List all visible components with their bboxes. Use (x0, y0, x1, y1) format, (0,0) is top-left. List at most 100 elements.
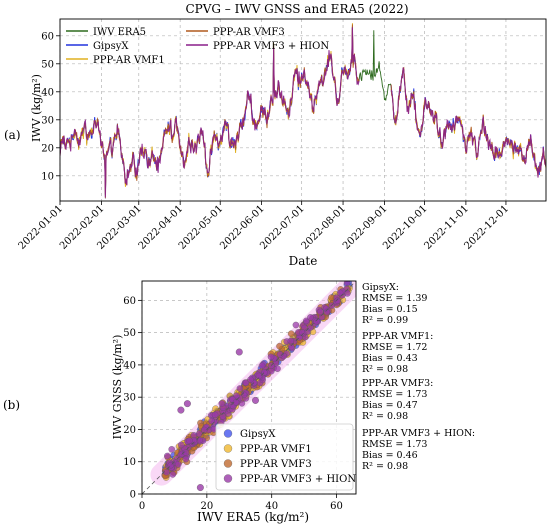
chart-a-plot-area (60, 19, 546, 201)
chart-b-point (174, 461, 182, 468)
stats-rmse: RMSE = 1.39 (362, 293, 427, 304)
chart-b-point (182, 449, 190, 456)
chart-b-scatter-plot: 0 10 20 30 40 50 60 0 20 40 60 GipsyX PPP-AR VMF1 PPP… (123, 280, 357, 512)
chart-b-point (186, 437, 193, 444)
stats-r2: R² = 0.99 (362, 315, 408, 326)
chart-b-point (163, 468, 170, 476)
panel-a-label: (a) (4, 128, 21, 142)
chart-b-outlier-point (183, 400, 191, 408)
chart-b-point (182, 455, 189, 463)
chart-b-point (323, 308, 331, 316)
chart-b-point (287, 337, 295, 345)
chart-b-y-tick-label: 20 (123, 425, 136, 436)
panel-b-label: (b) (3, 398, 20, 412)
chart-b-point (219, 413, 227, 420)
chart-b-legend-label: PPP-AR VMF1 (240, 444, 312, 455)
chart-b-point (336, 289, 344, 297)
chart-b-point (307, 324, 314, 331)
chart-a-y-tick-label: 10 (41, 171, 54, 182)
chart-b-point (255, 372, 263, 380)
chart-b-point (288, 343, 295, 351)
chart-b-points (142, 281, 356, 494)
chart-b-legend-label: PPP-AR VMF3 + HION (240, 474, 356, 485)
chart-b-point (313, 318, 320, 325)
chart-a-y-tick-label: 20 (41, 143, 54, 154)
chart-b-point (258, 362, 266, 369)
chart-a-series-group (60, 23, 546, 199)
chart-b-point (169, 471, 177, 478)
chart-b-point (317, 308, 324, 316)
chart-b-x-tick-label: 20 (200, 501, 213, 512)
chart-b-y-tick-label: 0 (130, 490, 136, 501)
chart-a-legend-label: PPP-AR VMF3 + HION (213, 41, 329, 52)
stats-series-name: PPP-AR VMF3 + HION: (362, 428, 475, 439)
chart-b-point (218, 400, 226, 407)
chart-b-y-tick-label: 40 (123, 360, 136, 371)
chart-a-legend-label: IWV ERA5 (93, 27, 146, 38)
chart-a-y-tick-label: 40 (41, 87, 54, 98)
chart-b-point (164, 452, 171, 460)
stats-series-name: PPP-AR VMF3: (362, 378, 433, 389)
chart-b-one-to-one-line (142, 281, 356, 494)
stats-series-name: PPP-AR VMF1: (362, 331, 433, 342)
chart-b-point (345, 281, 349, 282)
stats-bias: Bias = 0.47 (362, 400, 418, 411)
stats-bias: Bias = 0.46 (362, 450, 418, 461)
chart-a-y-tick-label: 30 (41, 115, 54, 126)
chart-b-point (236, 385, 244, 392)
chart-b-frame (141, 280, 357, 495)
chart-b-point (242, 379, 250, 387)
chart-b-point (276, 342, 283, 350)
stats-rmse: RMSE = 1.73 (362, 439, 427, 450)
chart-a-line-plot: 1020304050602022-01-012022-02-012022-03-… (17, 18, 547, 252)
chart-b-x-tick-label: 0 (139, 501, 145, 512)
chart-b-point (307, 314, 314, 321)
chart-b-x-tick-label: 40 (265, 501, 278, 512)
chart-b-point (208, 417, 215, 425)
chart-b-point (344, 290, 351, 297)
stats-bias: Bias = 0.15 (362, 304, 418, 315)
chart-a-series-line (60, 27, 546, 198)
chart-b-x-tick-label: 60 (330, 501, 343, 512)
chart-b-outlier-point (235, 348, 243, 356)
stats-bias: Bias = 0.43 (362, 353, 418, 364)
chart-a-y-tick-label: 50 (41, 59, 54, 70)
chart-b-point (267, 353, 275, 361)
chart-b-legend-label: PPP-AR VMF3 (240, 459, 312, 470)
stats-r2: R² = 0.98 (362, 364, 408, 375)
chart-b-point (178, 441, 185, 449)
chart-b-outlier-point (177, 406, 185, 414)
chart-b-point (292, 321, 300, 329)
chart-b-y-tick-label: 50 (123, 328, 136, 339)
chart-b-legend-marker (223, 444, 233, 453)
chart-a-legend-label: GipsyX (93, 41, 129, 52)
chart-b-legend-label: GipsyX (240, 429, 276, 440)
chart-b-xlabel: IWV ERA5 (kg/m²) (197, 510, 309, 524)
chart-a-xlabel: Date (289, 254, 318, 268)
chart-a-legend-label: PPP-AR VMF3 (213, 27, 285, 38)
chart-b-y-tick-label: 30 (123, 393, 136, 404)
chart-b-outlier-point (252, 396, 259, 404)
chart-b-legend-marker (223, 459, 233, 468)
stats-series-name: GipsyX: (362, 282, 399, 293)
chart-b-point (232, 399, 240, 406)
chart-b-legend-marker (223, 429, 233, 438)
stats-rmse: RMSE = 1.72 (362, 342, 427, 353)
chart-b-point (247, 376, 254, 383)
chart-b-point (168, 446, 175, 453)
chart-a-title: CPVG – IWV GNSS and ERA5 (2022) (185, 2, 408, 16)
chart-b-point (195, 430, 203, 438)
chart-b-point (276, 351, 284, 358)
chart-b-point (201, 426, 208, 434)
chart-a-legend-label: PPP-AR VMF1 (93, 55, 165, 66)
chart-b-point (334, 297, 341, 304)
chart-a-ylabel: IWV (kg/m²) (30, 74, 43, 142)
stats-rmse: RMSE = 1.73 (362, 389, 427, 400)
stats-r2: R² = 0.98 (362, 461, 408, 472)
chart-b-point (274, 365, 281, 372)
chart-b-y-tick-label: 10 (123, 457, 136, 468)
chart-b-y-tick-label: 60 (123, 296, 136, 307)
chart-a-y-tick-label: 60 (41, 31, 54, 42)
